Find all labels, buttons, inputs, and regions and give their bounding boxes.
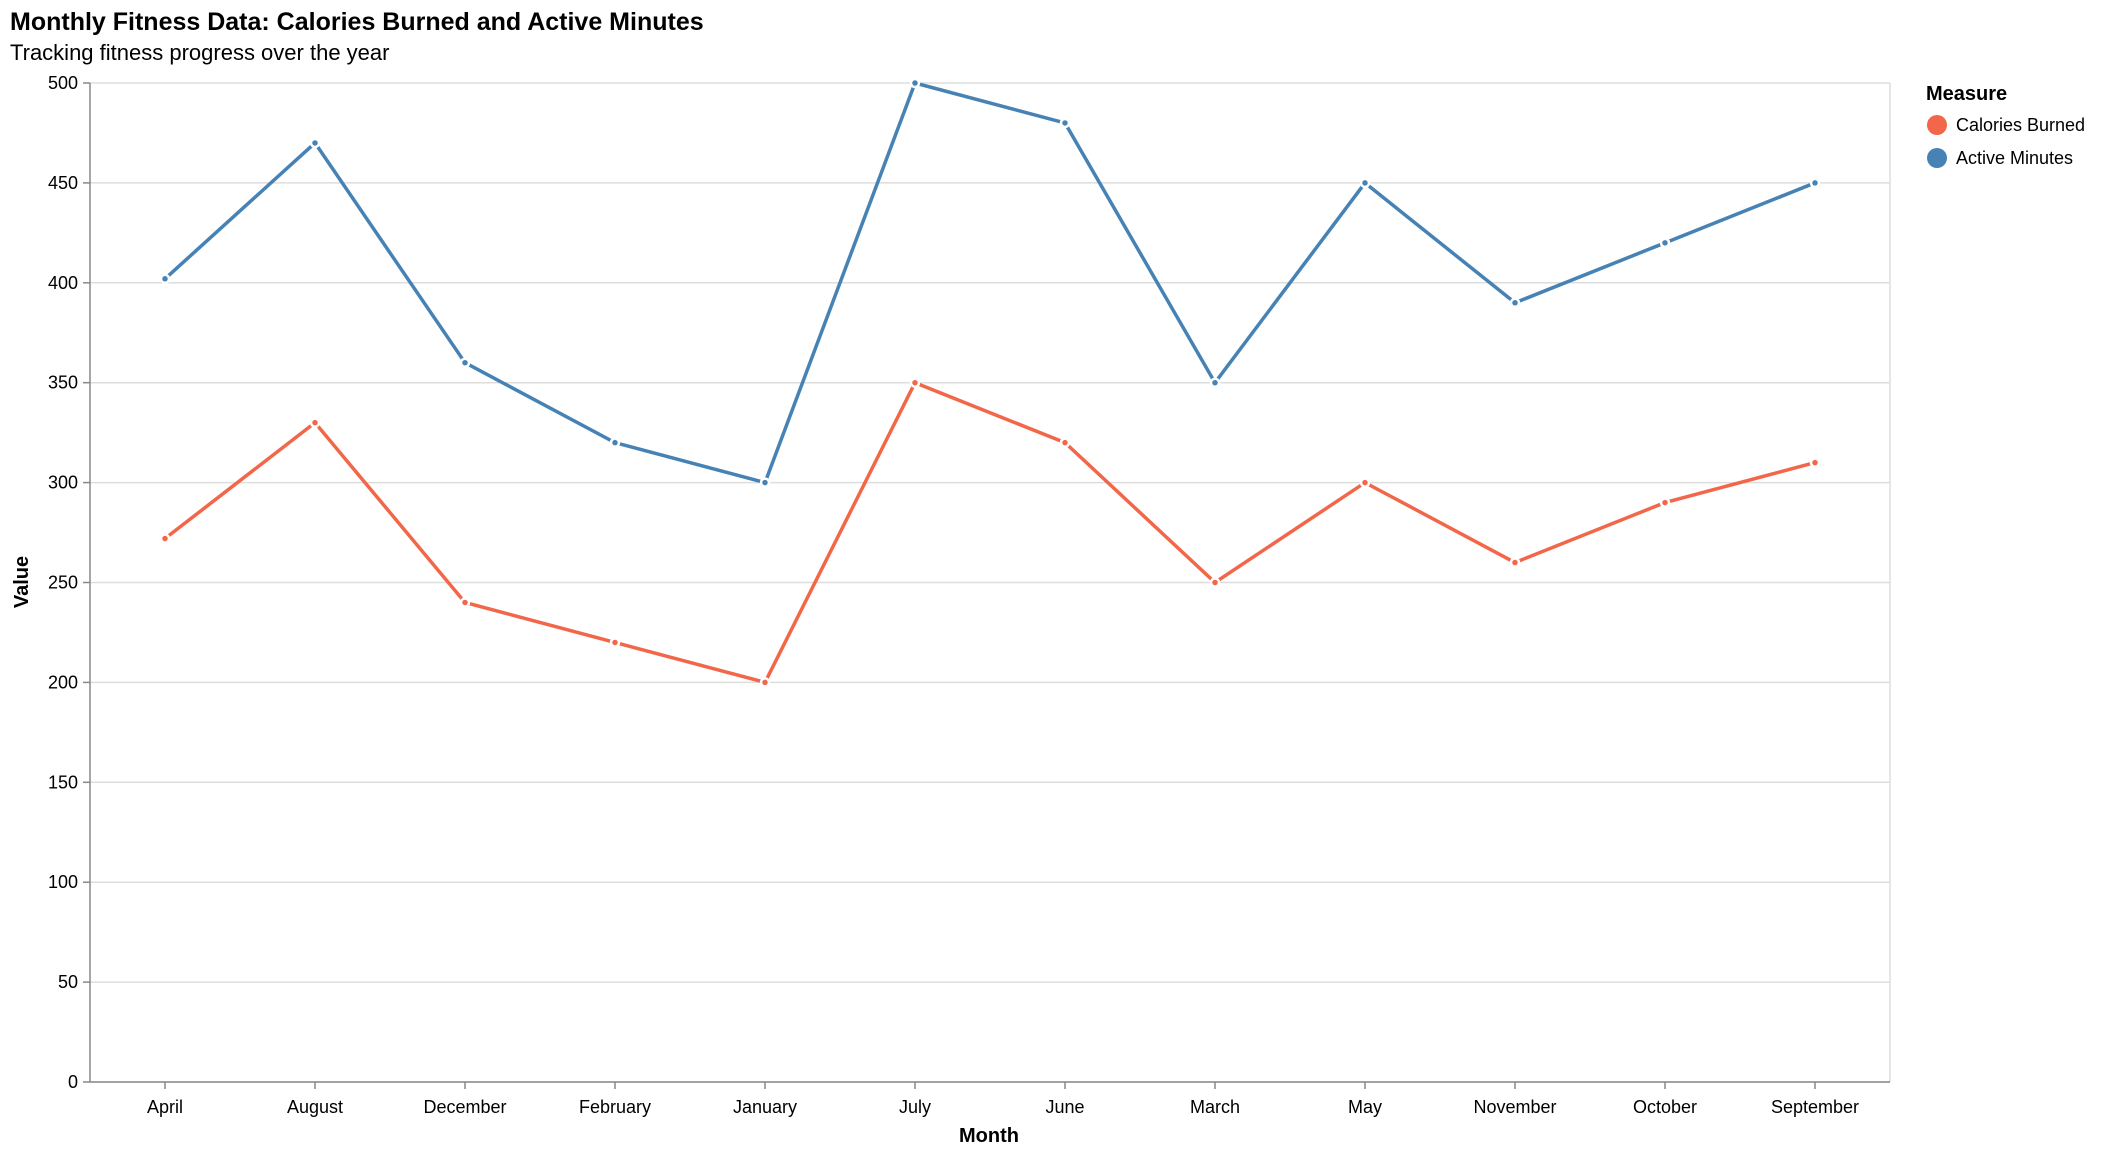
- data-point[interactable]: [159, 273, 171, 285]
- legend-title: Measure: [1926, 83, 2007, 105]
- axes: 0 50 100 150 200 250 300 350 400 450 500 April Augus…: [48, 73, 1890, 1117]
- x-tick-label: September: [1771, 1097, 1859, 1117]
- x-tick-label: May: [1348, 1097, 1382, 1117]
- data-point[interactable]: [759, 477, 771, 488]
- x-tick-label: November: [1473, 1097, 1556, 1117]
- data-point[interactable]: [1359, 177, 1371, 189]
- y-tick-label: 0: [68, 1072, 78, 1092]
- data-point[interactable]: [1809, 457, 1821, 468]
- data-point[interactable]: [159, 533, 171, 544]
- data-point[interactable]: [609, 637, 621, 648]
- data-point[interactable]: [759, 677, 771, 688]
- data-point[interactable]: [309, 417, 321, 428]
- data-point[interactable]: [309, 137, 321, 149]
- y-axis-title: Value: [11, 556, 33, 608]
- x-tick-label: July: [899, 1097, 931, 1117]
- legend-label: Calories Burned: [1956, 115, 2085, 135]
- y-tick-label: 200: [48, 672, 78, 692]
- data-point[interactable]: [1209, 377, 1221, 388]
- chart-title: Monthly Fitness Data: Calories Burned an…: [10, 8, 704, 36]
- legend: Measure Calories Burned Active Minutes: [1926, 83, 2085, 168]
- x-tick-label: January: [733, 1097, 797, 1117]
- data-point[interactable]: [609, 437, 621, 448]
- x-tick-label: October: [1633, 1097, 1697, 1117]
- y-tick-label: 250: [48, 573, 78, 593]
- data-point[interactable]: [1509, 297, 1521, 309]
- y-tick-label: 500: [48, 73, 78, 93]
- data-point[interactable]: [1509, 557, 1521, 568]
- legend-symbol: [1927, 115, 1947, 135]
- y-tick-label: 100: [48, 872, 78, 892]
- data-point[interactable]: [1359, 477, 1371, 488]
- series-lines: [163, 80, 1816, 685]
- data-point[interactable]: [1059, 117, 1071, 129]
- data-point[interactable]: [1809, 177, 1821, 189]
- series-line-active-minutes: [163, 80, 1816, 485]
- legend-symbol: [1927, 148, 1947, 168]
- chart-subtitle: Tracking fitness progress over the year: [10, 40, 389, 65]
- data-point[interactable]: [909, 377, 921, 388]
- x-tick-label: April: [147, 1097, 183, 1117]
- x-tick-label: June: [1045, 1097, 1084, 1117]
- y-tick-label: 300: [48, 473, 78, 493]
- data-point[interactable]: [1659, 237, 1671, 249]
- series-line-calories-burned: [163, 380, 1816, 685]
- y-tick-label: 50: [58, 972, 78, 992]
- x-axis-title: Month: [959, 1125, 1019, 1147]
- data-point[interactable]: [459, 597, 471, 608]
- x-tick-label: August: [287, 1097, 343, 1117]
- data-point[interactable]: [1059, 437, 1071, 448]
- legend-label: Active Minutes: [1956, 148, 2073, 168]
- x-tick-label: December: [423, 1097, 506, 1117]
- y-tick-label: 400: [48, 273, 78, 293]
- data-point[interactable]: [1209, 577, 1221, 588]
- y-tick-label: 450: [48, 173, 78, 193]
- data-points: [159, 77, 1821, 688]
- x-tick-label: February: [579, 1097, 651, 1117]
- y-tick-label: 150: [48, 772, 78, 792]
- grid-lines: [90, 82, 1891, 1083]
- x-tick-label: March: [1190, 1097, 1240, 1117]
- data-point[interactable]: [459, 357, 471, 368]
- data-point[interactable]: [909, 77, 921, 89]
- data-point[interactable]: [1659, 497, 1671, 508]
- y-tick-label: 350: [48, 373, 78, 393]
